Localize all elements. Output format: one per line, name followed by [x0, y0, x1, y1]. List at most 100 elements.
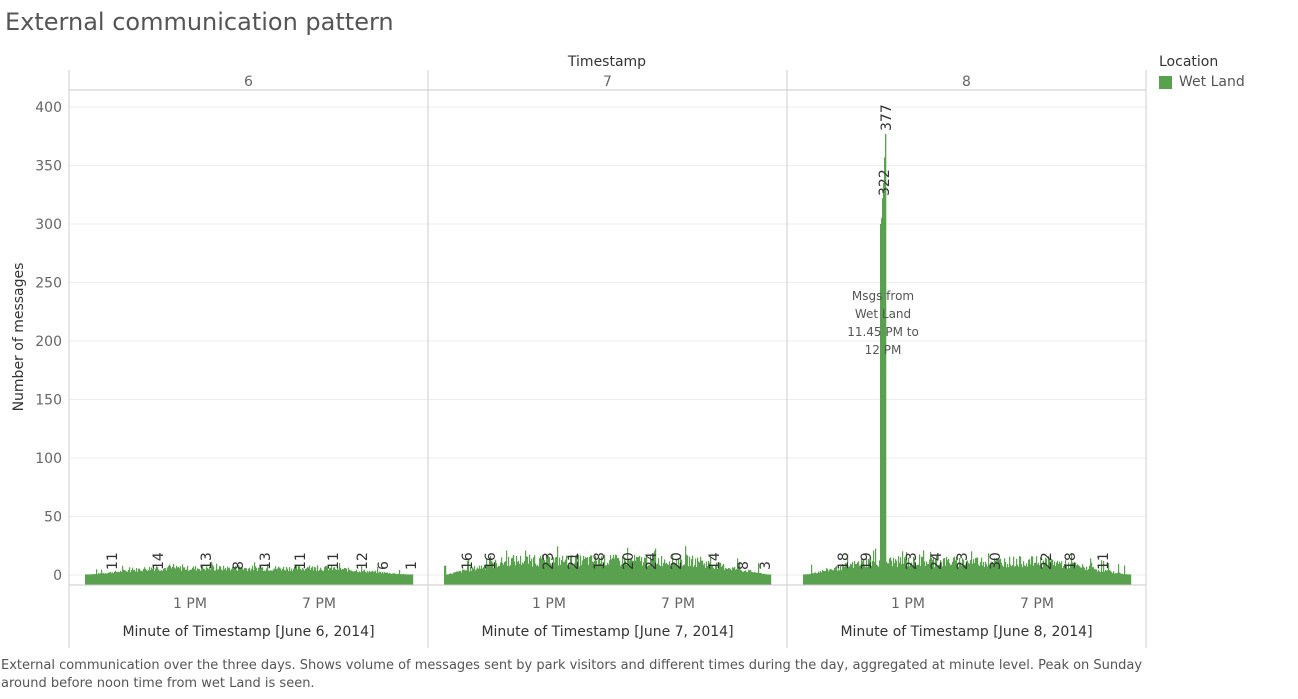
bar: [408, 574, 410, 585]
bar: [887, 563, 889, 585]
bar: [1027, 566, 1029, 585]
bar: [807, 574, 809, 585]
y-tick-label: 100: [35, 451, 62, 467]
bar: [868, 558, 870, 585]
x-tick-label: 7 PM: [302, 596, 336, 612]
bar: [278, 566, 280, 585]
bar: [457, 571, 459, 585]
bar: [277, 568, 279, 585]
bar: [576, 554, 578, 585]
bar: [230, 570, 232, 585]
bar: [842, 563, 844, 585]
bar: [261, 567, 263, 585]
bar: [698, 561, 700, 585]
bar: [144, 567, 146, 585]
bar: [568, 564, 570, 585]
bar: [180, 566, 182, 585]
bar: [581, 564, 583, 585]
bar: [929, 559, 931, 585]
bar: [1130, 574, 1132, 585]
bar: [1101, 560, 1103, 585]
bar: [669, 561, 671, 585]
bar: [193, 566, 195, 585]
bar: [147, 570, 149, 585]
bar: [483, 567, 485, 585]
bar: [220, 566, 222, 585]
bar: [696, 567, 698, 585]
bar: [657, 563, 659, 585]
bar: [482, 568, 484, 585]
bar: [977, 557, 979, 585]
bar: [113, 573, 115, 585]
bar: [93, 574, 95, 585]
bar: [595, 555, 597, 585]
bar: [620, 565, 622, 585]
bar: [574, 563, 576, 585]
bar: [815, 572, 817, 585]
bar: [490, 555, 492, 585]
bar: [246, 568, 248, 585]
bar: [525, 550, 527, 585]
bar: [294, 566, 296, 585]
bar: [621, 564, 623, 585]
bar: [923, 550, 925, 585]
bar: [112, 572, 114, 585]
bar: [399, 569, 401, 585]
bar: [154, 571, 156, 585]
bar: [298, 566, 300, 585]
bar: [754, 571, 756, 585]
bar: [867, 566, 869, 585]
bar: [324, 567, 326, 585]
bar: [715, 565, 717, 585]
bar: [1051, 558, 1053, 585]
labels: 0 50 100 150 200 250 300 350 400 Number of messag…: [11, 54, 1112, 640]
bar: [537, 564, 539, 585]
bar: [223, 565, 225, 585]
bar: [201, 568, 203, 585]
bar: [832, 570, 834, 585]
bar: [500, 562, 502, 585]
y-tick-label: 200: [35, 334, 62, 350]
bar: [288, 571, 290, 585]
bar: [565, 559, 567, 585]
bar: [1119, 572, 1121, 585]
bar: [934, 567, 936, 585]
bar: [664, 559, 666, 585]
bar: [519, 563, 521, 585]
bar: [198, 568, 200, 585]
bar: [660, 565, 662, 585]
bar: [713, 568, 715, 585]
bar: [833, 570, 835, 585]
bar: [141, 570, 143, 585]
y-tick-label: 300: [35, 217, 62, 233]
bar: [449, 573, 451, 585]
facet-header-8: 8: [962, 74, 971, 90]
bar: [111, 573, 113, 585]
bar: [999, 559, 1001, 585]
bar: [1122, 573, 1124, 585]
bar: [1018, 566, 1020, 585]
bar: [1075, 562, 1077, 585]
bar: [146, 569, 148, 585]
bar: [465, 570, 467, 585]
legend-item-wet-land[interactable]: Wet Land: [1159, 74, 1245, 90]
bar: [445, 565, 447, 585]
bar: [901, 564, 903, 585]
bar: [685, 546, 687, 585]
bar: [916, 565, 918, 585]
data-label: 8: [736, 561, 752, 570]
bar: [124, 570, 126, 585]
bar: [396, 574, 398, 585]
bar: [858, 561, 860, 585]
bar: [318, 571, 320, 585]
bar: [720, 562, 722, 585]
bar: [211, 561, 213, 585]
bar: [272, 570, 274, 585]
bar: [958, 566, 960, 585]
bar: [689, 556, 691, 585]
bar: [810, 574, 812, 585]
bar: [139, 568, 141, 585]
bar: [1117, 572, 1119, 585]
bar: [167, 567, 169, 585]
legend-swatch: [1159, 75, 1172, 89]
